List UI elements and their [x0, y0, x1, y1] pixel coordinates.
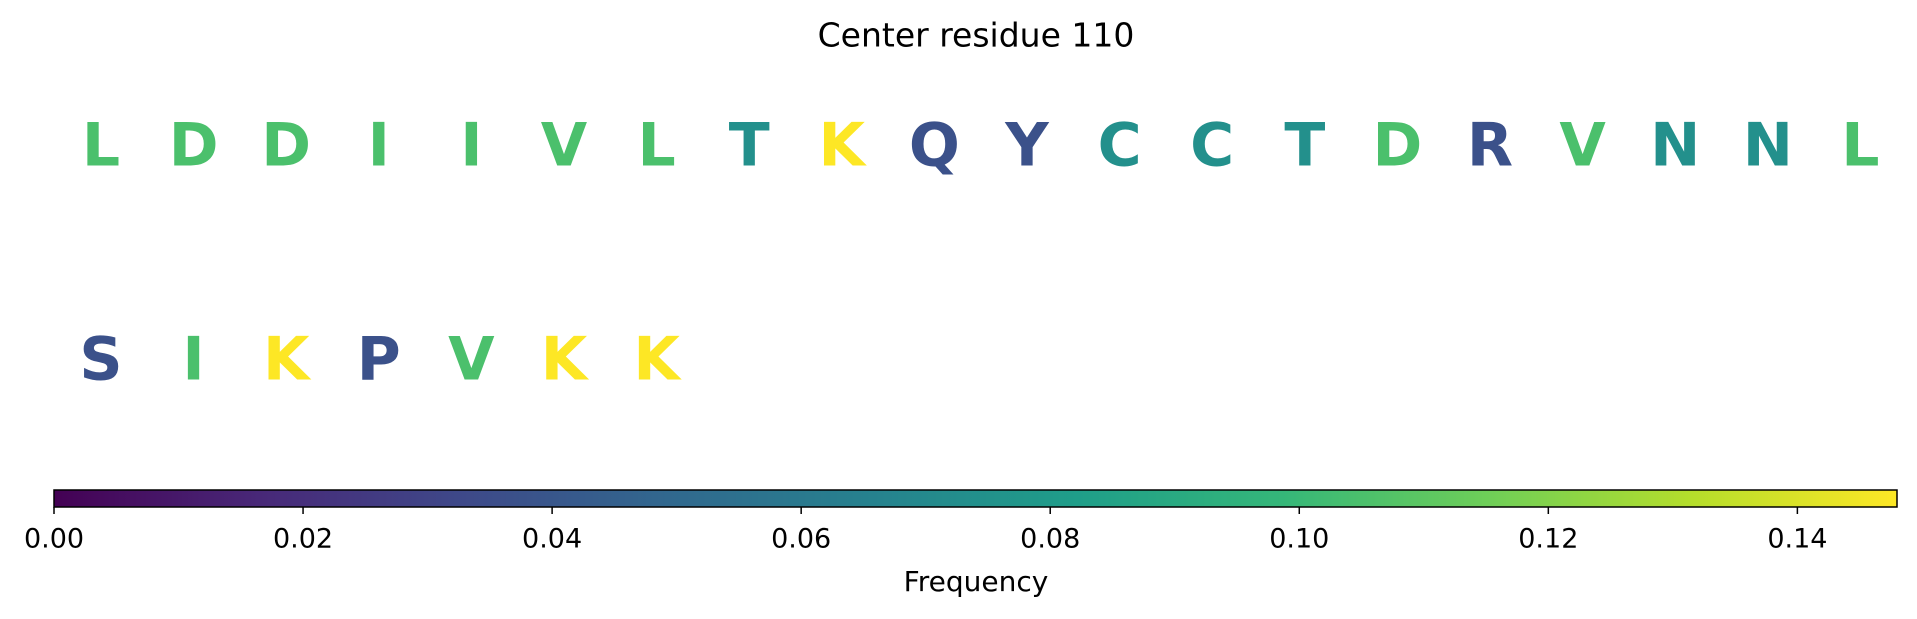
residue-letter: I	[368, 111, 390, 181]
residue-letter: C	[1190, 111, 1234, 181]
residue-letter: P	[357, 325, 401, 395]
residue-letter: Y	[1004, 111, 1050, 181]
residue-letter: V	[541, 111, 588, 181]
x-tick-label: 0.12	[1518, 524, 1578, 555]
x-axis-label: Frequency	[904, 565, 1049, 598]
chart-title: Center residue 110	[818, 16, 1135, 55]
x-tick-label: 0.00	[24, 524, 84, 555]
colorbar	[53, 489, 1898, 508]
residue-letter: Q	[909, 111, 960, 181]
residue-letter: K	[541, 325, 590, 395]
residue-letter: L	[637, 111, 675, 181]
x-tick-label: 0.02	[273, 524, 333, 555]
x-tick-label: 0.10	[1269, 524, 1329, 555]
residue-letter: L	[1841, 111, 1879, 181]
residue-letter: D	[1372, 111, 1422, 181]
residue-letter: D	[169, 111, 219, 181]
residue-letter: V	[1559, 111, 1606, 181]
residue-letter: K	[819, 111, 868, 181]
x-tick-label: 0.06	[771, 524, 831, 555]
residue-letter: D	[261, 111, 311, 181]
residue-letter: V	[448, 325, 495, 395]
residue-letter: K	[633, 325, 682, 395]
residue-letter: N	[1743, 111, 1793, 181]
residue-letter: K	[263, 325, 312, 395]
residue-letter: T	[729, 111, 770, 181]
x-tick-label: 0.08	[1020, 524, 1080, 555]
residue-letter: I	[182, 325, 204, 395]
residue-letter: L	[82, 111, 120, 181]
residue-letter: T	[1284, 111, 1325, 181]
residue-letter: I	[460, 111, 482, 181]
x-tick-label: 0.14	[1767, 524, 1827, 555]
x-tick-label: 0.04	[522, 524, 582, 555]
residue-letter: S	[79, 325, 122, 395]
residue-letter: C	[1098, 111, 1142, 181]
residue-letter: N	[1650, 111, 1700, 181]
residue-letter: R	[1467, 111, 1513, 181]
